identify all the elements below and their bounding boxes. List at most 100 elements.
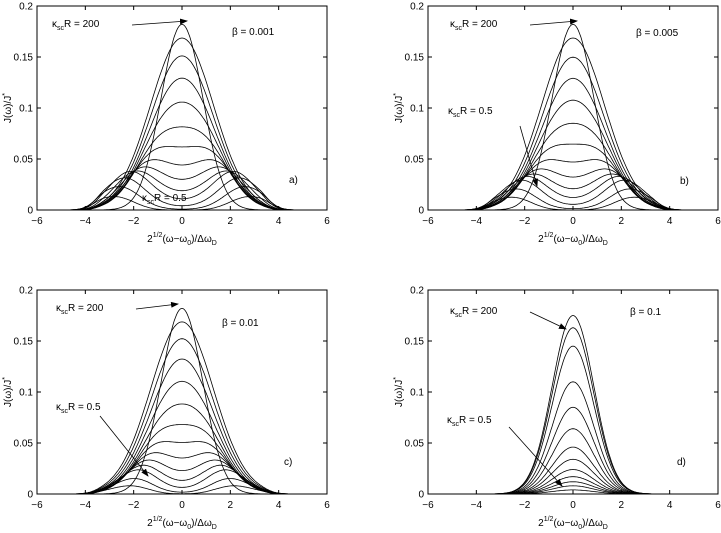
- series-line: [49, 170, 315, 211]
- y-tick-label: 0.15: [14, 337, 34, 348]
- y-tick-label: 0.05: [405, 155, 425, 166]
- x-tick-label: −4: [80, 500, 92, 511]
- y-tick-label: 0.1: [410, 388, 424, 399]
- series-line: [440, 173, 706, 211]
- panel-label: c): [284, 457, 292, 468]
- x-tick-label: 2: [228, 500, 234, 511]
- series-line: [440, 37, 706, 211]
- series-line: [440, 159, 706, 211]
- series-line: [49, 380, 315, 495]
- x-tick-label: 2: [619, 216, 625, 227]
- series-line: [49, 424, 315, 495]
- x-tick-label: −6: [31, 216, 43, 227]
- y-tick-label: 0.1: [19, 388, 33, 399]
- series-line: [440, 179, 706, 211]
- y-tick-label: 0.1: [410, 104, 424, 115]
- x-tick-label: 6: [324, 500, 330, 511]
- x-tick-label: −2: [519, 216, 531, 227]
- series-line: [440, 56, 706, 211]
- series-line: [440, 122, 706, 211]
- panel-c: −6 −4 −2 0 2 4 6 0 0.05 0.1 0.15 0.2 21/2(ω−ω0)/ΔωD J…: [2, 286, 330, 532]
- series-line: [440, 315, 706, 495]
- x-tick-label: −2: [128, 216, 140, 227]
- x-tick-label: 0: [570, 500, 576, 511]
- series-line: [49, 55, 315, 211]
- series-line: [440, 446, 706, 495]
- arrow-bottom: [508, 426, 563, 487]
- series-line: [440, 381, 706, 495]
- series-line: [49, 321, 315, 495]
- series-line: [440, 176, 706, 211]
- y-axis-label: J(ω)/J*: [393, 93, 405, 123]
- y-tick-label: 0: [418, 490, 424, 501]
- x-tick-label: 4: [667, 216, 673, 227]
- panel-label: d): [677, 457, 686, 468]
- y-tick-label: 0.1: [19, 104, 33, 115]
- x-tick-label: −2: [128, 500, 140, 511]
- arrow-top: [131, 18, 188, 26]
- series-line: [49, 464, 315, 495]
- x-tick-label: −6: [422, 216, 434, 227]
- x-tick-label: 0: [570, 216, 576, 227]
- kappa-label-bottom: κscR = 0.5: [142, 193, 187, 206]
- y-axis-label: J(ω)/J*: [2, 93, 14, 123]
- series-line: [440, 23, 706, 211]
- arrow-top: [529, 18, 578, 26]
- kappa-label-top: κscR = 200: [450, 19, 498, 32]
- series-line: [440, 327, 706, 495]
- arrow-bottom: [519, 125, 538, 187]
- x-tick-label: 4: [667, 500, 673, 511]
- series-line: [440, 168, 706, 211]
- y-tick-label: 0: [27, 490, 33, 501]
- series-line: [49, 166, 315, 211]
- x-tick-label: 0: [179, 216, 185, 227]
- y-tick-label: 0: [27, 206, 33, 217]
- x-axis-label: 21/2(ω−ω0)/ΔωD: [147, 232, 217, 247]
- kappa-label-bottom: κscR = 0.5: [448, 106, 493, 119]
- y-tick-label: 0.2: [410, 286, 424, 297]
- y-tick-label: 0: [418, 206, 424, 217]
- x-tick-label: −4: [471, 216, 483, 227]
- x-tick-label: 2: [619, 500, 625, 511]
- series-line: [49, 358, 315, 495]
- y-tick-label: 0.2: [19, 2, 33, 13]
- x-tick-label: −6: [422, 500, 434, 511]
- x-tick-label: −4: [471, 500, 483, 511]
- beta-label: β = 0.005: [636, 28, 679, 39]
- series-line: [49, 37, 315, 211]
- arrow-top: [135, 301, 179, 310]
- arrow-bottom: [99, 415, 149, 477]
- y-tick-label: 0.05: [14, 439, 34, 450]
- y-tick-label: 0.05: [14, 155, 34, 166]
- panel-a: −6 −4 −2 0 2 4 6 0 0.05 0.1 0.15 0.2 21/2(ω−ω0)/ΔωD J…: [2, 2, 330, 248]
- x-tick-label: 2: [228, 216, 234, 227]
- x-tick-label: −4: [80, 216, 92, 227]
- panel-label: b): [680, 176, 689, 187]
- kappa-label-bottom: κscR = 0.5: [447, 415, 492, 428]
- x-tick-label: −6: [31, 500, 43, 511]
- series-line: [49, 77, 315, 211]
- axes-frame: [427, 289, 719, 495]
- series-line: [49, 23, 315, 211]
- arrow-top: [529, 311, 567, 330]
- x-tick-label: 6: [715, 216, 721, 227]
- x-tick-label: 4: [276, 216, 282, 227]
- panel-label: a): [289, 175, 298, 186]
- x-tick-label: 4: [276, 500, 282, 511]
- beta-label: β = 0.01: [222, 318, 259, 329]
- series-line: [49, 441, 315, 495]
- x-tick-label: 6: [324, 216, 330, 227]
- beta-label: β = 0.001: [232, 27, 275, 38]
- x-axis-label: 21/2(ω−ω0)/ΔωD: [147, 516, 217, 531]
- x-tick-label: 0: [179, 500, 185, 511]
- series-line: [49, 459, 315, 495]
- series-line: [440, 428, 706, 495]
- y-axis-label: J(ω)/J*: [393, 377, 405, 407]
- x-tick-label: −2: [519, 500, 531, 511]
- y-tick-label: 0.2: [410, 2, 424, 13]
- series-line: [49, 159, 315, 211]
- beta-label: β = 0.1: [630, 307, 661, 318]
- x-axis-label: 21/2(ω−ω0)/ΔωD: [538, 516, 608, 531]
- kappa-label-bottom: κscR = 0.5: [56, 402, 101, 415]
